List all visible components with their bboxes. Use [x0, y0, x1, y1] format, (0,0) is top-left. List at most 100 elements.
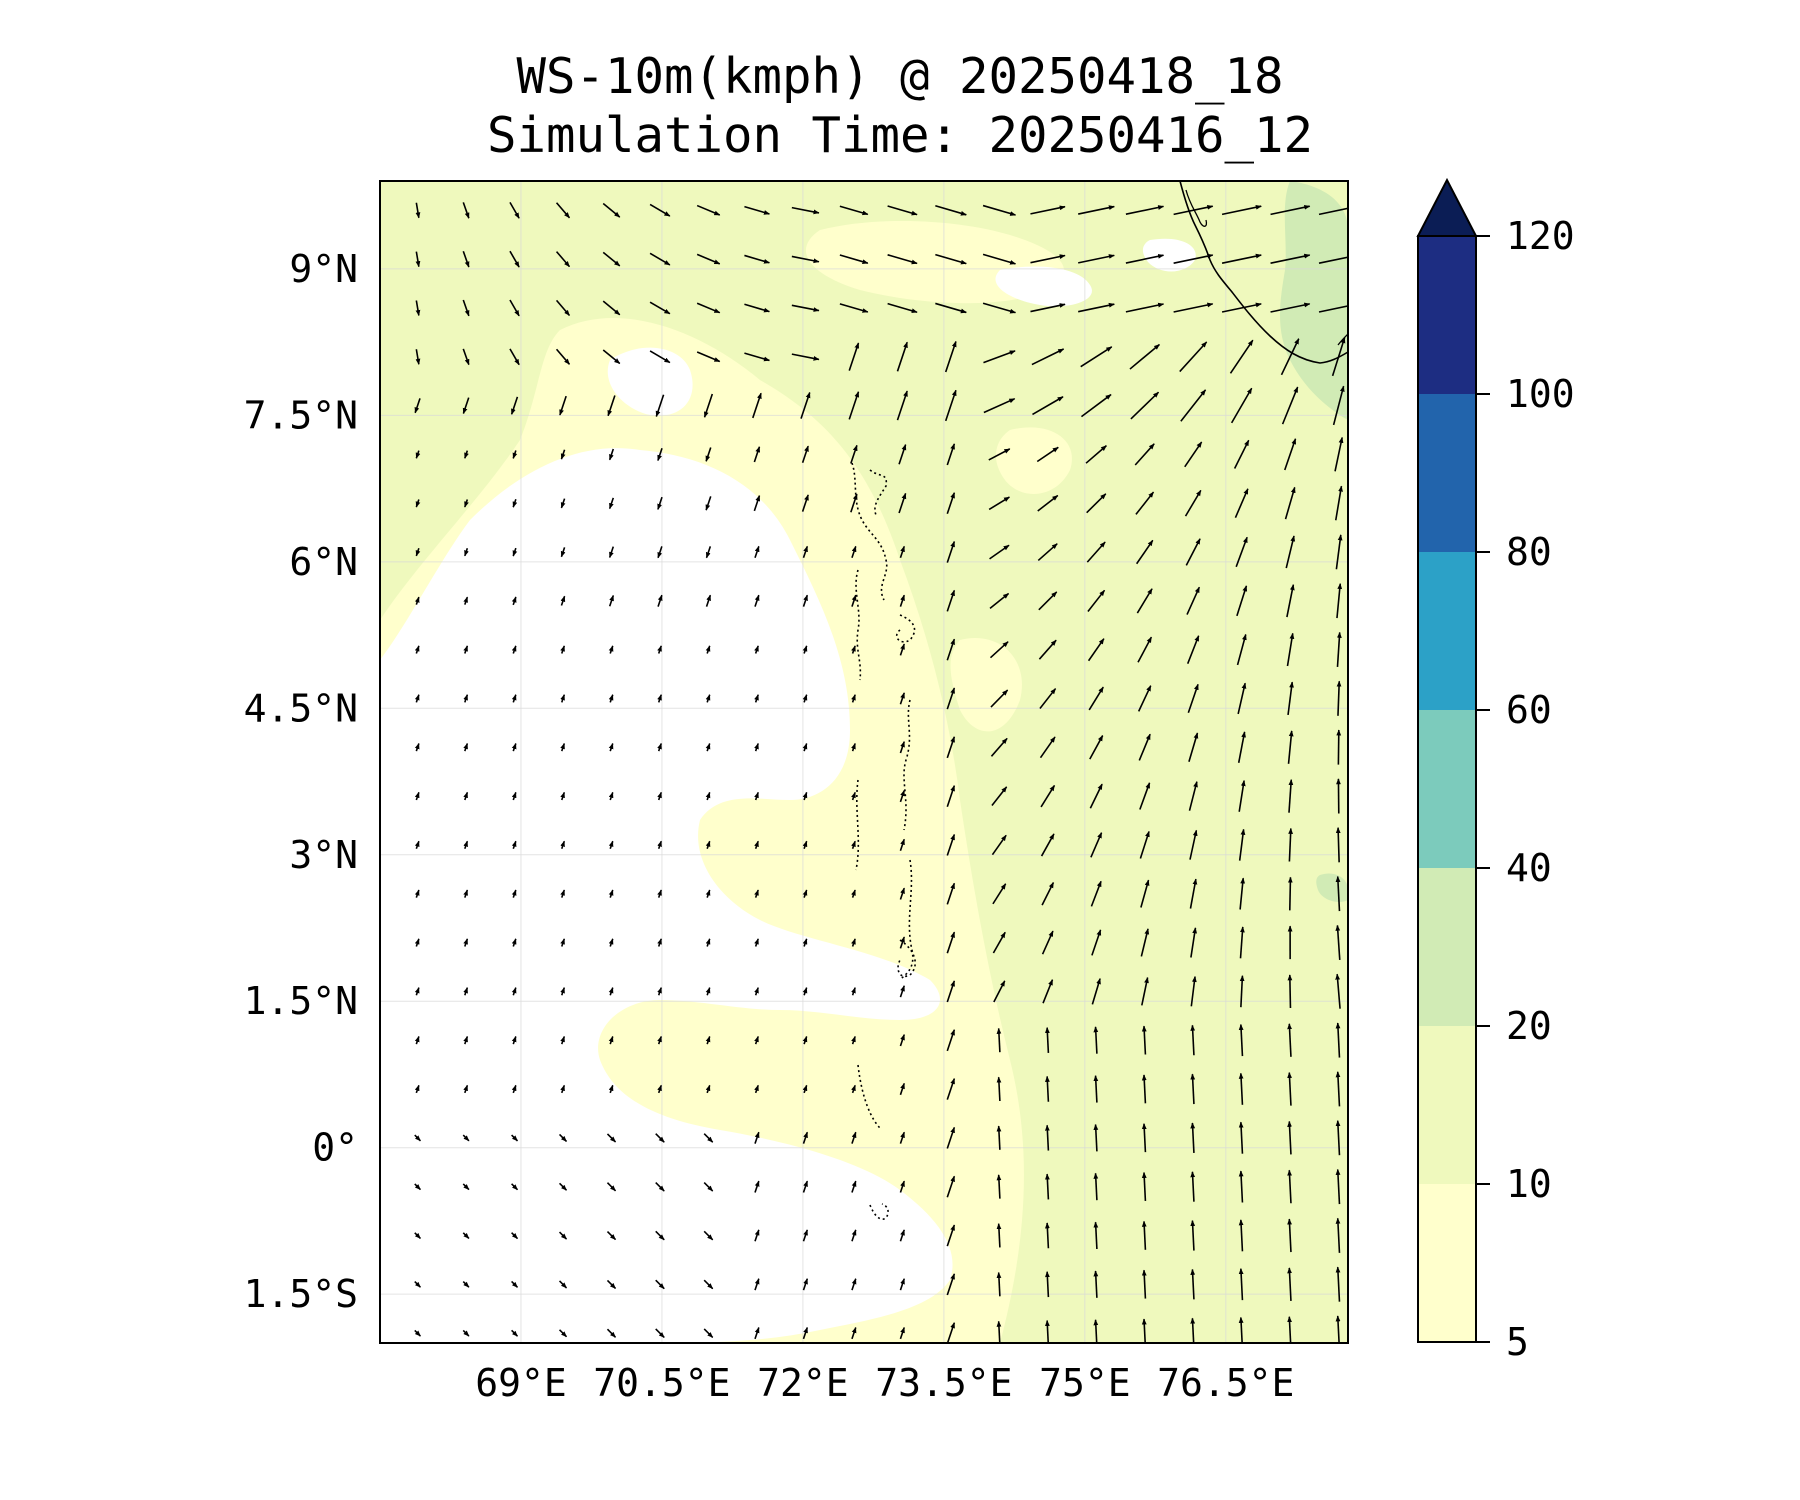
- wind-vector: [1336, 583, 1343, 619]
- lat-tick-label: 9°N: [289, 247, 358, 291]
- wind-vector: [560, 694, 566, 703]
- wind-vector: [1032, 396, 1064, 416]
- wind-vector: [1039, 688, 1057, 709]
- wind-vector: [802, 694, 808, 703]
- wind-vector: [511, 1232, 519, 1240]
- wind-vector: [1188, 732, 1199, 762]
- lon-tick-label: 69°E: [475, 1361, 567, 1405]
- wind-vector: [1141, 1269, 1147, 1299]
- wind-vector: [899, 838, 905, 851]
- wind-vector: [510, 396, 519, 415]
- wind-vector: [754, 938, 759, 947]
- wind-vector: [511, 889, 517, 898]
- wind-vector: [1221, 302, 1262, 313]
- wind-band-below-5: [380, 238, 1196, 1343]
- wind-vector: [839, 303, 869, 313]
- wind-vector: [1042, 979, 1054, 1004]
- wind-vector: [802, 1229, 809, 1242]
- wind-vector: [983, 350, 1016, 364]
- wind-vector: [1186, 586, 1201, 615]
- wind-vector: [851, 1229, 857, 1242]
- wind-vector: [703, 1328, 714, 1339]
- wind-vector: [1141, 1025, 1147, 1055]
- simulation-time-subtitle: Simulation Time: 20250416_12: [486, 107, 1313, 164]
- wind-vector: [1288, 827, 1294, 862]
- wind-vector: [608, 987, 614, 996]
- wind-vector: [655, 1133, 665, 1143]
- wind-vector: [1186, 635, 1200, 664]
- wind-vector: [462, 1183, 470, 1191]
- wind-vector: [1284, 438, 1297, 471]
- wind-vector: [1286, 632, 1295, 667]
- wind-vector: [1190, 1122, 1196, 1153]
- wind-vector: [754, 1229, 760, 1242]
- wind-vector: [511, 596, 517, 606]
- wind-vector: [415, 251, 421, 268]
- wind-vector: [946, 1273, 956, 1296]
- wind-vector: [560, 1084, 566, 1094]
- wind-vector: [982, 204, 1017, 216]
- wind-vector: [1093, 1026, 1099, 1054]
- wind-vector: [705, 889, 711, 898]
- wind-vector: [1287, 730, 1294, 764]
- lat-tick-label: 1.5°S: [244, 1272, 358, 1316]
- wind-vector: [657, 889, 662, 898]
- map-plot-area: [380, 181, 1348, 1343]
- wind-vector: [414, 742, 420, 752]
- wind-vector: [1140, 928, 1150, 957]
- colorbar-tick-label: 120: [1506, 214, 1575, 258]
- wind-vector: [851, 1084, 856, 1094]
- wind-vector: [608, 546, 615, 559]
- wind-vector: [1336, 680, 1342, 716]
- wind-vector: [1287, 1023, 1292, 1057]
- wind-vector: [791, 206, 820, 215]
- wind-vector: [1044, 1124, 1050, 1151]
- wind-vector: [463, 791, 469, 801]
- wind-vector: [705, 594, 712, 607]
- lat-tick-label: 3°N: [289, 833, 358, 877]
- wind-vector: [560, 595, 566, 606]
- wind-vector: [1091, 978, 1101, 1005]
- wind-vector: [802, 1180, 809, 1193]
- wind-vector: [899, 1278, 905, 1291]
- wind-vector: [851, 791, 856, 801]
- wind-vector: [899, 936, 905, 949]
- wind-vector: [1287, 1169, 1292, 1204]
- wind-vector: [1335, 1168, 1341, 1205]
- wind-vectors: [414, 201, 1348, 1343]
- wind-vector: [1188, 781, 1198, 811]
- wind-vector: [1190, 1268, 1196, 1300]
- wind-vector: [1044, 1222, 1050, 1249]
- wind-vector: [754, 987, 759, 996]
- wind-vector: [1238, 1072, 1244, 1105]
- wind-vector: [851, 840, 856, 850]
- wind-vector: [1089, 783, 1103, 809]
- wind-vector: [560, 938, 566, 947]
- wind-vector: [898, 444, 907, 465]
- wind-vector: [414, 398, 421, 414]
- india-coastline-detail: [1185, 189, 1208, 227]
- colorbar-segment: [1418, 710, 1476, 868]
- wind-vector: [1141, 1220, 1147, 1250]
- wind-vector: [802, 889, 808, 898]
- wind-vector: [754, 791, 759, 801]
- wind-vector: [802, 1326, 809, 1340]
- wind-vector: [463, 987, 469, 996]
- wind-vector: [1044, 1319, 1050, 1343]
- wind-vector: [946, 882, 956, 905]
- wind-vector: [946, 931, 956, 954]
- wind-vector: [1135, 539, 1154, 565]
- wind-vector: [606, 1133, 617, 1143]
- wind-vector: [705, 987, 711, 996]
- wind-vector: [744, 254, 770, 264]
- wind-vector: [754, 1180, 760, 1193]
- lat-tick-label: 6°N: [289, 540, 358, 584]
- wind-vector: [753, 446, 761, 463]
- wind-vector: [511, 694, 517, 703]
- wind-vector: [415, 548, 421, 557]
- wind-vector: [887, 254, 918, 265]
- wind-vector: [1238, 1170, 1244, 1203]
- lon-tick-label: 72°E: [757, 1361, 849, 1405]
- wind-vector: [899, 741, 905, 754]
- wind-vector: [703, 1279, 714, 1290]
